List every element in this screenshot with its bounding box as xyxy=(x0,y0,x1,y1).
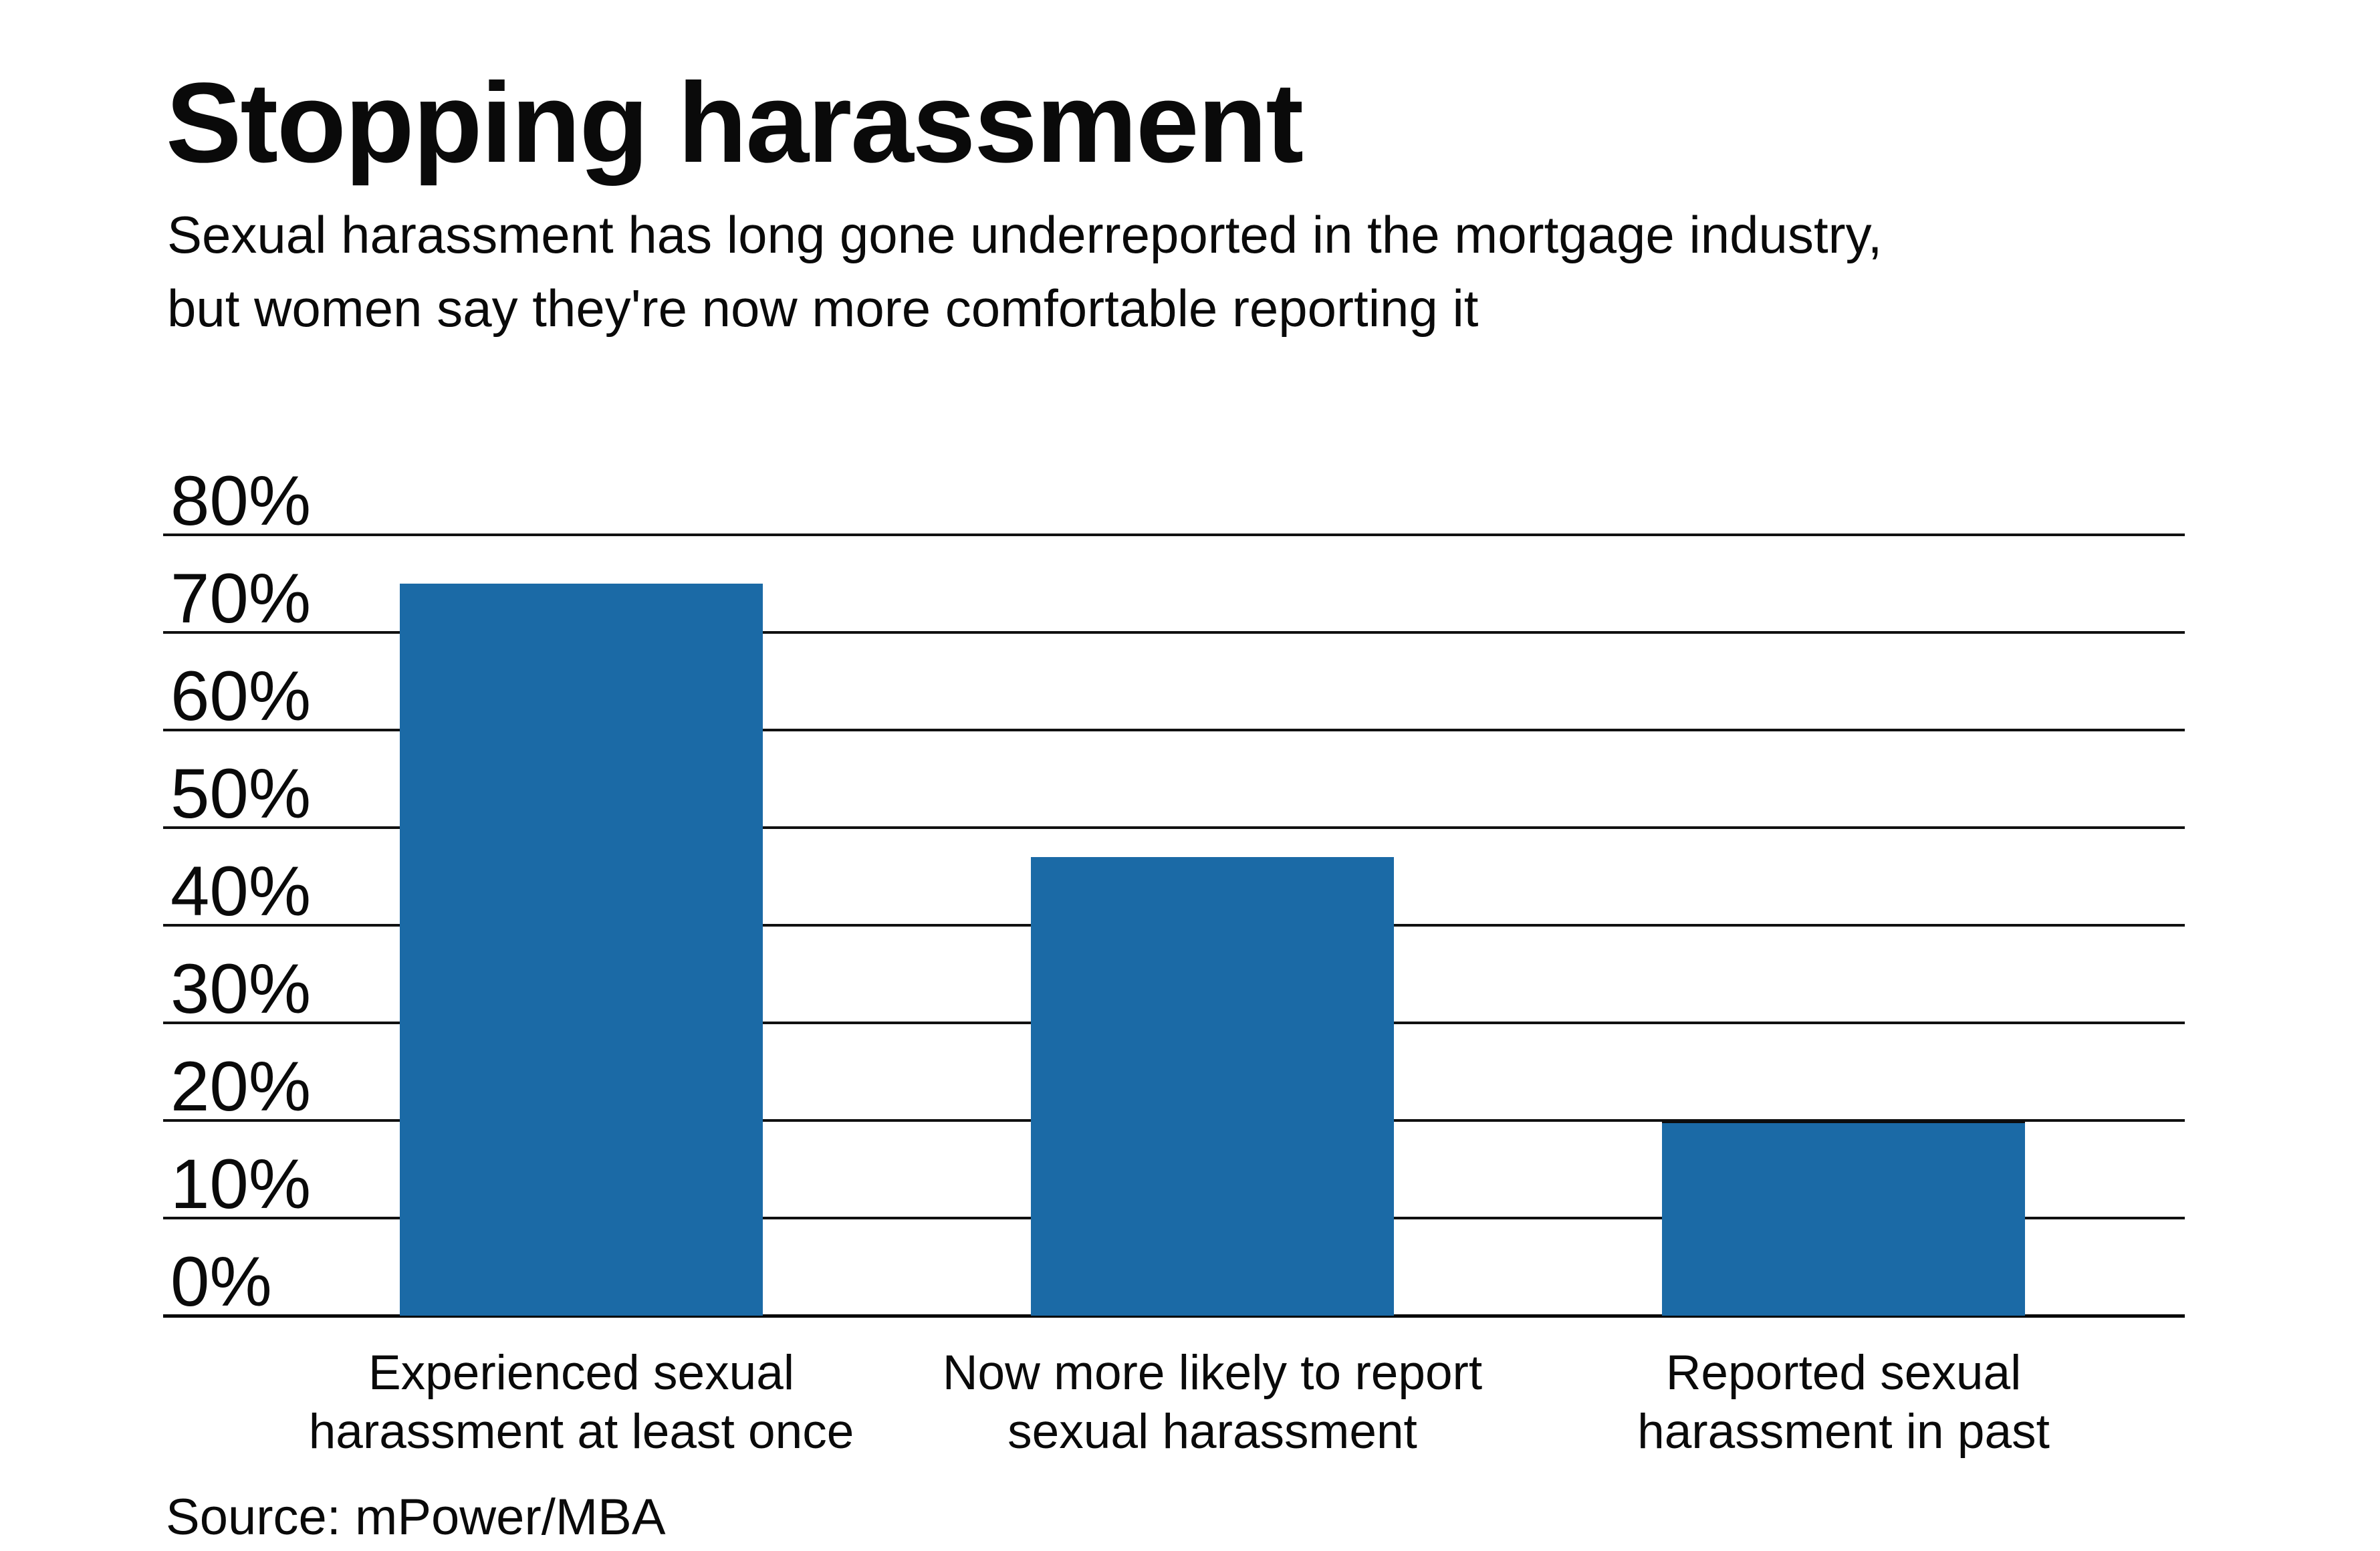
y-axis-tick-label: 50% xyxy=(170,755,312,833)
x-axis-line xyxy=(163,1314,2185,1318)
gridline xyxy=(163,729,2185,731)
chart-title: Stopping harassment xyxy=(166,59,1304,187)
category-label: Experienced sexual harassment at least o… xyxy=(308,1346,854,1459)
gridline xyxy=(163,533,2185,536)
bar xyxy=(1031,857,1394,1316)
chart-subtitle: Sexual harassment has long gone underrep… xyxy=(167,205,1883,338)
y-axis-tick-label: 60% xyxy=(170,657,312,735)
category-label: Now more likely to report sexual harassm… xyxy=(942,1346,1483,1459)
gridline xyxy=(163,826,2185,829)
category-label: Reported sexual harassment in past xyxy=(1637,1346,2050,1459)
bar xyxy=(400,584,763,1316)
y-axis-tick-label: 20% xyxy=(170,1048,312,1126)
source-note: Source: mPower/MBA xyxy=(166,1489,666,1546)
y-axis-tick-label: 10% xyxy=(170,1145,312,1223)
gridline xyxy=(163,631,2185,634)
y-axis-tick-label: 80% xyxy=(170,462,312,540)
bar xyxy=(1662,1120,2025,1316)
y-axis-tick-label: 40% xyxy=(170,852,312,931)
y-axis-tick-label: 70% xyxy=(170,560,312,638)
y-axis-tick-label: 30% xyxy=(170,950,312,1028)
y-axis-tick-label: 0% xyxy=(170,1243,272,1321)
